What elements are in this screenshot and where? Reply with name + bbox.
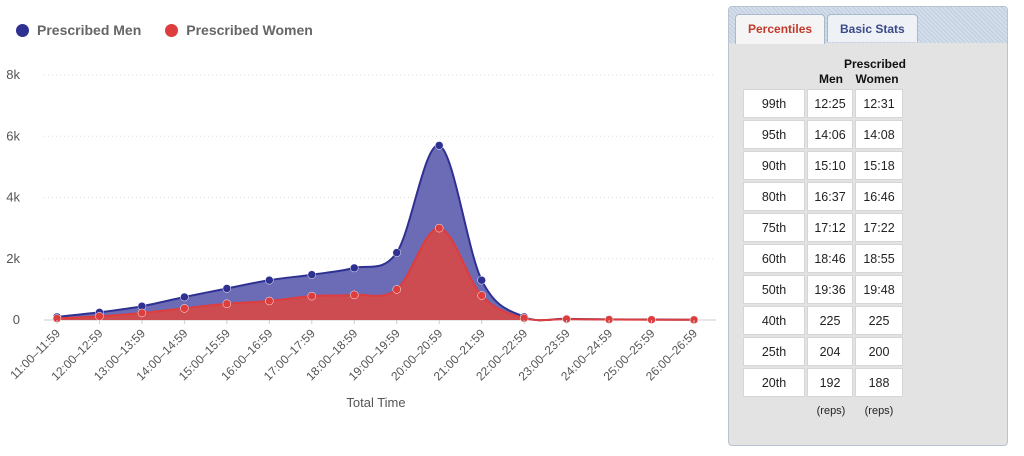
data-point — [222, 284, 232, 293]
series-line-women — [56, 227, 695, 322]
percentile-cell: 25th — [743, 337, 805, 366]
data-point — [307, 270, 317, 279]
data-point — [350, 263, 359, 273]
men-cell: 225 — [807, 306, 853, 335]
data-point — [477, 275, 486, 285]
women-cell: 188 — [855, 368, 903, 397]
percentile-cell: 95th — [743, 120, 805, 149]
tab-bar: Percentiles Basic Stats — [729, 7, 1007, 44]
stats-panel: Percentiles Basic Stats Prescribed Men W… — [728, 6, 1008, 446]
data-point — [434, 141, 444, 150]
data-point — [434, 223, 444, 233]
women-cell: 15:18 — [855, 151, 903, 180]
area-chart: 02k4k6k8k11:00–11:5912:00–12:5913:00–13:… — [6, 67, 716, 410]
data-point — [392, 285, 401, 294]
legend-men-label: Prescribed Men — [37, 22, 142, 38]
women-cell: 200 — [855, 337, 903, 366]
legend-men-marker — [16, 23, 29, 37]
women-cell: 17:22 — [855, 213, 903, 242]
data-point — [265, 275, 274, 285]
tab-percentiles[interactable]: Percentiles — [735, 14, 826, 44]
data-point — [222, 299, 232, 309]
percentile-cell: 75th — [743, 213, 805, 242]
men-cell: 14:06 — [807, 120, 853, 149]
percentile-cell: 90th — [743, 151, 805, 180]
percentile-cell: 50th — [743, 275, 805, 304]
women-cell: 18:55 — [855, 244, 903, 273]
data-point — [95, 312, 104, 321]
percentile-cell: 20th — [743, 368, 805, 397]
men-cell: 19:36 — [807, 275, 853, 304]
men-cell: 15:10 — [807, 151, 853, 180]
y-tick-label: 8k — [6, 67, 20, 82]
y-tick-label: 2k — [6, 251, 20, 266]
series-area-men — [57, 145, 694, 321]
men-cell: 204 — [807, 337, 853, 366]
women-cell: 14:08 — [855, 120, 903, 149]
data-point — [180, 304, 189, 313]
percentile-cell: 40th — [743, 306, 805, 335]
tab-basic-stats[interactable]: Basic Stats — [827, 14, 918, 42]
data-point — [307, 291, 317, 301]
unit-women: (reps) — [864, 405, 894, 417]
men-cell: 18:46 — [807, 244, 853, 273]
percentile-cell: 99th — [743, 89, 805, 118]
data-point — [392, 248, 401, 257]
men-cell: 192 — [807, 368, 853, 397]
data-point — [137, 308, 147, 318]
data-point — [350, 290, 359, 300]
header-prescribed: Prescribed — [843, 57, 907, 71]
men-cell: 16:37 — [807, 182, 853, 211]
y-tick-label: 0 — [13, 312, 20, 327]
y-tick-label: 4k — [6, 190, 20, 205]
percentile-cell: 80th — [743, 182, 805, 211]
data-point — [180, 292, 189, 302]
men-cell: 17:12 — [807, 213, 853, 242]
percentile-cell: 60th — [743, 244, 805, 273]
y-tick-label: 6k — [6, 128, 20, 143]
header-women: Women — [855, 72, 899, 86]
chart-legend: Prescribed Men Prescribed Women — [16, 22, 313, 38]
legend-item-men[interactable]: Prescribed Men — [16, 22, 141, 38]
data-point — [477, 291, 486, 300]
unit-men: (reps) — [816, 405, 846, 417]
legend-item-women[interactable]: Prescribed Women — [165, 22, 313, 38]
x-axis-title: Total Time — [346, 395, 405, 410]
series-area-women — [57, 228, 694, 321]
legend-women-label: Prescribed Women — [186, 22, 313, 38]
men-cell: 12:25 — [807, 89, 853, 118]
women-cell: 12:31 — [855, 89, 903, 118]
women-cell: 16:46 — [855, 182, 903, 211]
women-cell: 19:48 — [855, 275, 903, 304]
header-men: Men — [819, 72, 843, 86]
legend-women-marker — [165, 23, 179, 37]
women-cell: 225 — [855, 306, 903, 335]
data-point — [265, 296, 274, 306]
